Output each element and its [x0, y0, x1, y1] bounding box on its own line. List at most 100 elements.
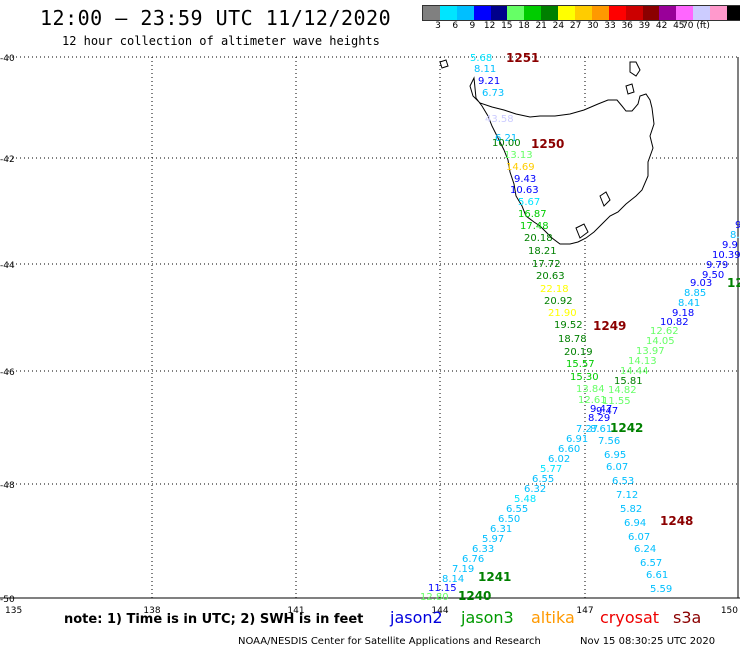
- colorbar-label: 6: [452, 21, 459, 31]
- island-bruny: [575, 223, 589, 239]
- colorbar-swatch: [625, 6, 643, 20]
- swh-value-track-a: 15.57: [566, 359, 595, 370]
- swh-value-track-c: 5.97: [482, 534, 504, 545]
- swh-value-track-b: 14.44: [620, 366, 649, 377]
- swh-value-track-c: 6.32: [524, 484, 546, 495]
- island-maria: [599, 191, 611, 207]
- swh-value-track-a: 20.92: [544, 296, 573, 307]
- swh-value-track-a: 14.69: [506, 162, 535, 173]
- swh-value-track-a: 9.21: [478, 76, 500, 87]
- swh-value-track-b: 14.13: [628, 356, 657, 367]
- swh-value-track-b: 14.05: [646, 336, 675, 347]
- swh-value-track-b: 5.59: [650, 584, 672, 595]
- tasmania-coastline: [469, 76, 655, 245]
- swh-value-track-a: 17.72: [532, 259, 561, 270]
- pass-number-1248: 1248: [660, 514, 693, 528]
- colorbar-swatch: [473, 6, 491, 20]
- pass-number-1242: 1242: [610, 421, 643, 435]
- satellite-legend-altika: altika: [531, 608, 575, 627]
- swh-value-track-c: 12.80: [420, 592, 449, 603]
- swh-value-track-a: 8.29: [588, 413, 610, 424]
- lat-label: -42: [0, 155, 15, 165]
- lon-label: 144: [431, 606, 448, 616]
- lat-label: -46: [0, 368, 15, 378]
- swh-value-track-c: 6.33: [472, 544, 494, 555]
- colorbar-label: 15: [501, 21, 513, 31]
- colorbar-swatch: [423, 6, 440, 20]
- swh-value-track-c: 5.48: [514, 494, 536, 505]
- lat-label: -48: [0, 481, 15, 491]
- satellite-legend-jason3: jason3: [461, 608, 514, 627]
- colorbar-label: 27: [569, 21, 582, 31]
- swh-value-track-a: 13.13: [504, 150, 533, 161]
- swh-value-track-a: 6.73: [482, 88, 504, 99]
- satellite-legend-s3a: s3a: [673, 608, 702, 627]
- swh-value-track-b: 6.53: [612, 476, 634, 487]
- swh-value-track-a: 20.63: [536, 271, 565, 282]
- swh-value-track-a: 20.18: [524, 233, 553, 244]
- colorbar-swatch: [642, 6, 660, 20]
- swh-value-track-b: 10.39: [712, 250, 740, 261]
- lon-label: 150: [721, 606, 738, 616]
- swh-value-track-a: 21.90: [548, 308, 577, 319]
- swh-value-track-b: 8.61: [590, 424, 612, 435]
- wave-height-colorbar: [422, 5, 740, 21]
- colorbar-label: 30: [587, 21, 599, 31]
- colorbar-swatch: [727, 6, 740, 20]
- swh-value-track-c: 6.91: [566, 434, 588, 445]
- swh-value-track-c: 6.60: [558, 444, 580, 455]
- swh-value-track-b: 10.82: [660, 317, 689, 328]
- island-flinders: [629, 61, 641, 77]
- colorbar-swatch: [591, 6, 609, 20]
- swh-value-track-c: 6.55: [532, 474, 554, 485]
- page-title: 12:00 – 23:59 UTC 11/12/2020: [40, 6, 392, 30]
- swh-value-track-b: 6.24: [634, 544, 656, 555]
- swh-value-track-a: 17.48: [520, 221, 549, 232]
- credit-line: NOAA/NESDIS Center for Satellite Applica…: [238, 636, 541, 647]
- lon-label: 141: [287, 606, 304, 616]
- colorbar-label: 70 (ft): [682, 21, 710, 31]
- footnote: note: 1) Time is in UTC; 2) SWH is in fe…: [64, 612, 364, 627]
- colorbar-label: 39: [638, 21, 651, 31]
- swh-value-track-b: 8.41: [678, 298, 700, 309]
- swh-value-track-b: 8.85: [684, 288, 706, 299]
- swh-value-track-c: 7.19: [452, 564, 474, 575]
- colorbar-swatch: [575, 6, 592, 20]
- swh-value-track-a: 20.19: [564, 347, 593, 358]
- colorbar-swatch: [439, 6, 457, 20]
- colorbar-swatch: [558, 6, 576, 20]
- swh-value-track-b: 6.07: [606, 462, 628, 473]
- swh-value-track-a: 18.78: [558, 334, 587, 345]
- lon-label: 147: [576, 606, 593, 616]
- pass-number-12: 12: [727, 276, 740, 290]
- pass-number-1251: 1251: [506, 51, 539, 65]
- swh-value-track-b: 9.9: [722, 240, 738, 251]
- swh-value-track-b: 9.47: [596, 406, 618, 417]
- swh-value-track-b: 7.12: [616, 490, 638, 501]
- swh-value-track-a: 5.68: [470, 53, 492, 64]
- swh-value-track-b: 15.81: [614, 376, 643, 387]
- swh-value-track-a: 6.21: [495, 133, 517, 144]
- colorbar-swatch: [676, 6, 694, 20]
- generated-timestamp: Nov 15 08:30:25 UTC 2020: [580, 636, 716, 647]
- lat-label: -50: [0, 595, 15, 605]
- colorbar-swatch: [541, 6, 559, 20]
- swh-value-track-b: 9.18: [672, 308, 694, 319]
- swh-value-track-c: 11.15: [428, 583, 457, 594]
- swh-value-track-a: 18.21: [528, 246, 557, 257]
- swh-value-track-c: 5.77: [540, 464, 562, 475]
- swh-value-track-c: 6.31: [490, 524, 512, 535]
- colorbar-swatch: [693, 6, 711, 20]
- island-cape-barren: [625, 83, 635, 95]
- swh-value-track-a: 22.18: [540, 284, 569, 295]
- colorbar-label: 36: [621, 21, 633, 31]
- colorbar-label: 9: [469, 21, 476, 31]
- colorbar-label: 12: [483, 21, 496, 31]
- colorbar-swatch: [659, 6, 677, 20]
- swh-value-track-a: 12.61: [578, 395, 607, 406]
- swh-value-track-c: 6.02: [548, 454, 570, 465]
- swh-value-track-c: 6.76: [462, 554, 484, 565]
- swh-value-track-b: 11.55: [602, 396, 631, 407]
- swh-value-track-b: 7.56: [598, 436, 620, 447]
